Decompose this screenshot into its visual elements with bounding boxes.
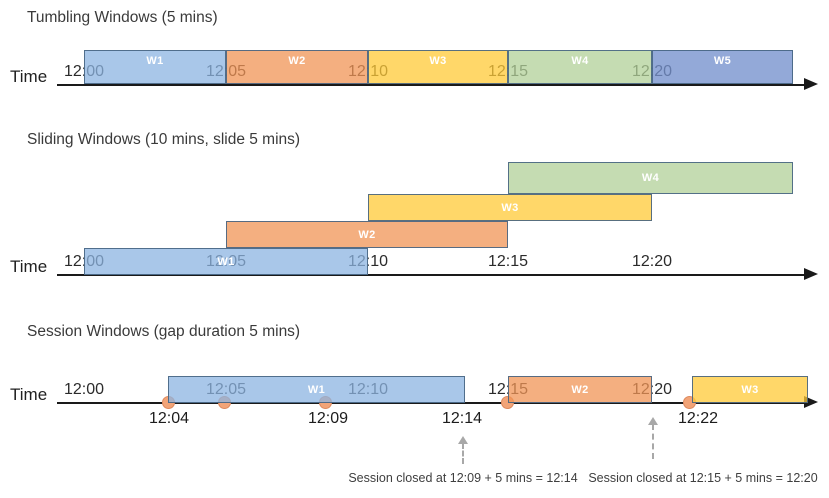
session-close-arrow-shaft	[652, 424, 654, 459]
event-time-label: 12:14	[441, 410, 483, 427]
window-label: W3	[429, 54, 447, 67]
tick-label-sliding-1220: 12:20	[631, 253, 673, 270]
session-close-annotation: Session closed at 12:09 + 5 mins = 12:14	[348, 471, 578, 485]
session-close-arrow-icon	[458, 436, 468, 444]
window-label: W4	[641, 172, 660, 184]
time-axis-label: Time	[10, 385, 48, 404]
window-label: W4	[571, 54, 589, 67]
window-bar-tumbling-w1: W1	[84, 50, 226, 84]
window-bar-sliding-w4: W4	[508, 162, 793, 194]
event-time-label: 12:09	[307, 410, 349, 427]
window-bar-session-w2: W2	[508, 376, 652, 403]
time-axis-line	[57, 84, 804, 86]
window-bar-tumbling-w5: W5	[652, 50, 793, 84]
time-axis-label: Time	[10, 67, 48, 86]
window-bar-tumbling-w3: W3	[368, 50, 508, 84]
window-bar-sliding-w1: W1	[84, 248, 368, 275]
section-title-sliding: Sliding Windows (10 mins, slide 5 mins)	[27, 131, 301, 148]
event-time-label: 12:22	[677, 410, 719, 427]
session-close-arrow-shaft	[462, 443, 464, 464]
window-label: W3	[501, 201, 519, 214]
window-label: W1	[217, 255, 235, 268]
time-axis-label: Time	[10, 257, 48, 276]
window-label: W5	[713, 54, 732, 67]
window-label: W2	[288, 54, 306, 67]
window-label: W2	[571, 383, 589, 396]
session-close-annotation: Session closed at 12:15 + 5 mins = 12:20	[588, 471, 818, 485]
window-bar-session-w3: W3	[692, 376, 808, 403]
window-label: W2	[358, 228, 376, 241]
session-close-arrow-icon	[648, 417, 658, 425]
window-bar-session-w1: W1	[168, 376, 465, 403]
tick-label-session-1200: 12:00	[63, 381, 105, 398]
time-axis-line	[57, 274, 804, 276]
axis-arrowhead-icon	[804, 268, 818, 280]
axis-arrowhead-icon	[804, 78, 818, 90]
time-axis-line	[57, 402, 804, 404]
window-bar-tumbling-w4: W4	[508, 50, 652, 84]
event-time-label: 12:04	[148, 410, 190, 427]
section-title-session: Session Windows (gap duration 5 mins)	[27, 323, 301, 340]
window-bar-tumbling-w2: W2	[226, 50, 368, 84]
tick-label-sliding-1215: 12:15	[487, 253, 529, 270]
window-label: W1	[307, 383, 326, 396]
window-label: W1	[146, 54, 164, 67]
window-bar-sliding-w3: W3	[368, 194, 652, 221]
section-title-tumbling: Tumbling Windows (5 mins)	[27, 9, 218, 26]
window-label: W3	[741, 383, 759, 396]
window-bar-sliding-w2: W2	[226, 221, 508, 248]
